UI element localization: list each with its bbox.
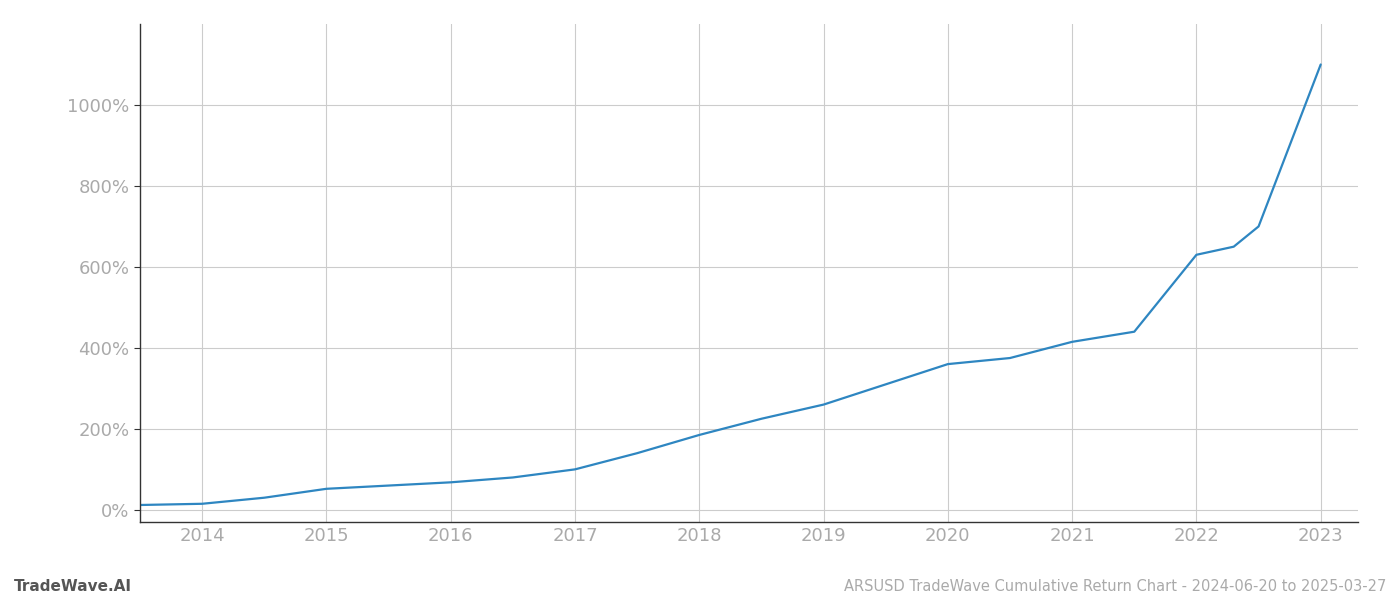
Text: TradeWave.AI: TradeWave.AI <box>14 579 132 594</box>
Text: ARSUSD TradeWave Cumulative Return Chart - 2024-06-20 to 2025-03-27: ARSUSD TradeWave Cumulative Return Chart… <box>844 579 1386 594</box>
